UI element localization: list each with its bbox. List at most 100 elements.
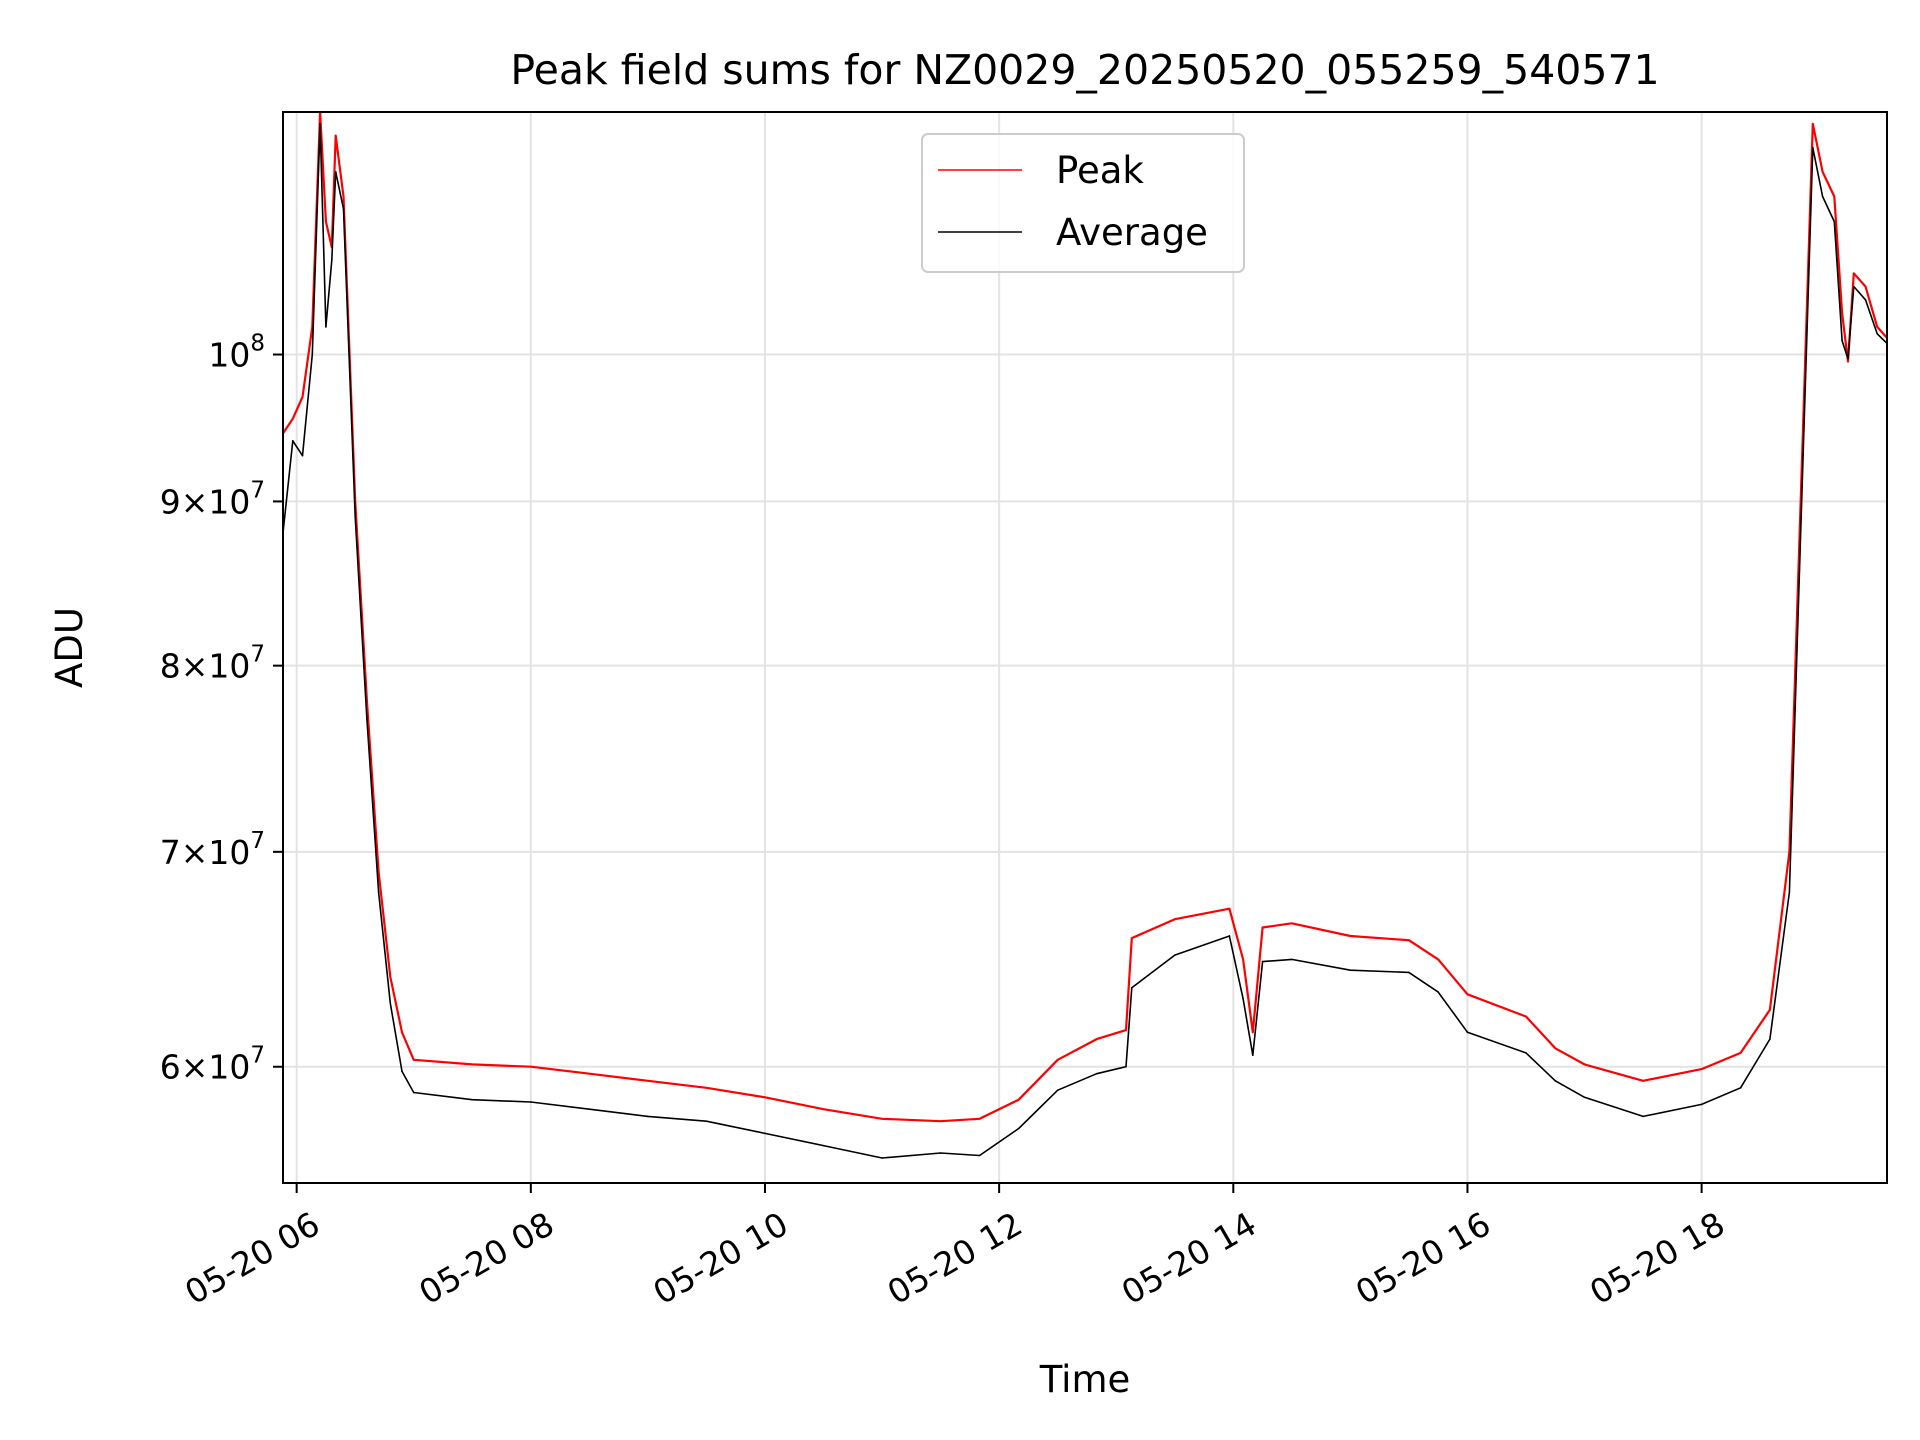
data-point-average <box>1769 1038 1771 1040</box>
data-point-average <box>978 1154 981 1157</box>
legend-box <box>921 133 1245 273</box>
x-axis-label: Time <box>1039 1358 1131 1401</box>
data-point-average <box>334 171 337 173</box>
data-point-peak <box>412 1058 415 1061</box>
data-point-average <box>1291 958 1293 961</box>
data-point-peak <box>334 134 337 137</box>
data-point-peak <box>1466 993 1469 996</box>
data-point-average <box>389 1002 392 1004</box>
data-point-average <box>939 1152 942 1154</box>
data-point-average <box>1864 299 1867 301</box>
data-point-average <box>412 1091 415 1094</box>
data-point-peak <box>705 1087 708 1089</box>
data-point-average <box>1788 891 1791 894</box>
data-point-average <box>822 1144 825 1147</box>
data-point-average <box>1821 195 1824 198</box>
data-point-average <box>1700 1103 1703 1106</box>
series-line-peak <box>282 110 1888 1123</box>
series-line-average <box>282 123 1888 1159</box>
data-point-average <box>301 454 304 457</box>
data-point-average <box>401 1070 403 1073</box>
data-point-average <box>1847 357 1849 360</box>
data-point-peak <box>1812 122 1814 125</box>
data-point-average <box>705 1120 708 1123</box>
data-point-average <box>1056 1089 1059 1091</box>
data-point-peak <box>1876 326 1879 328</box>
data-point-average <box>291 440 294 442</box>
data-point-peak <box>1554 1047 1557 1050</box>
data-point-average <box>1252 1054 1254 1056</box>
data-point-average <box>1349 969 1352 972</box>
data-point-average <box>1125 1065 1127 1068</box>
data-point-average <box>1466 1031 1469 1034</box>
data-point-average <box>1876 332 1879 335</box>
data-point-average <box>471 1098 474 1101</box>
data-point-peak <box>1739 1052 1742 1054</box>
data-point-peak <box>1583 1063 1586 1066</box>
data-point-peak <box>377 871 380 873</box>
data-point-average <box>1095 1072 1098 1075</box>
y-tick-label: 6×107 <box>160 1043 265 1087</box>
data-point-average <box>588 1108 591 1111</box>
data-point-peak <box>530 1065 532 1068</box>
data-point-peak <box>401 1031 403 1034</box>
data-point-peak <box>1252 1031 1254 1034</box>
data-point-peak <box>389 975 392 978</box>
data-point-peak <box>1788 851 1791 853</box>
data-point-peak <box>325 220 327 223</box>
data-point-peak <box>301 396 304 398</box>
data-point-average <box>1583 1096 1586 1099</box>
data-point-peak <box>764 1096 766 1099</box>
data-point-peak <box>1700 1068 1703 1070</box>
data-point-peak <box>1769 1009 1771 1011</box>
data-point-average <box>342 208 345 210</box>
y-tick-label: 7×107 <box>160 828 265 872</box>
data-point-peak <box>1242 958 1244 961</box>
data-point-peak <box>978 1118 981 1120</box>
data-point-peak <box>588 1072 591 1075</box>
data-point-peak <box>1349 935 1352 937</box>
data-point-peak <box>1437 958 1439 961</box>
data-point-peak <box>1408 939 1410 942</box>
legend-label-average: Average <box>1056 211 1208 254</box>
y-axis-label: ADU <box>48 607 91 688</box>
data-point-average <box>1853 285 1855 288</box>
data-point-average <box>1261 960 1264 963</box>
data-point-peak <box>1131 937 1133 939</box>
data-point-peak <box>939 1120 942 1123</box>
data-point-peak <box>647 1079 649 1082</box>
data-point-peak <box>1056 1058 1059 1061</box>
data-point-average <box>311 353 314 356</box>
data-point-peak <box>471 1063 474 1066</box>
data-point-average <box>1642 1115 1644 1118</box>
data-point-average <box>319 122 321 125</box>
y-tick-label: 9×107 <box>160 477 265 521</box>
data-point-peak <box>1228 907 1231 910</box>
data-point-average <box>1833 220 1836 223</box>
data-point-average <box>1408 971 1410 974</box>
data-point-peak <box>1847 360 1849 363</box>
data-point-average <box>530 1101 532 1103</box>
data-point-peak <box>1291 922 1293 925</box>
data-point-peak <box>1173 918 1176 920</box>
data-point-peak <box>822 1108 825 1111</box>
data-point-peak <box>1525 1015 1527 1018</box>
data-point-average <box>1131 986 1133 989</box>
data-point-peak <box>1261 926 1264 929</box>
data-point-peak <box>1642 1079 1644 1082</box>
data-point-average <box>1228 935 1231 937</box>
data-point-peak <box>291 417 294 420</box>
data-point-peak <box>1833 195 1836 198</box>
data-point-average <box>764 1132 766 1135</box>
data-point-peak <box>1864 285 1867 288</box>
data-point-average <box>1017 1127 1020 1130</box>
data-point-average <box>881 1157 883 1159</box>
grid <box>283 112 1887 1183</box>
plot-frame <box>282 111 1888 1184</box>
y-tick-label: 8×107 <box>160 642 265 686</box>
data-point-peak <box>1841 312 1843 315</box>
chart-title: Peak field sums for NZ0029_20250520_0552… <box>510 46 1659 94</box>
data-point-average <box>1812 146 1814 149</box>
data-point-peak <box>1821 171 1824 173</box>
